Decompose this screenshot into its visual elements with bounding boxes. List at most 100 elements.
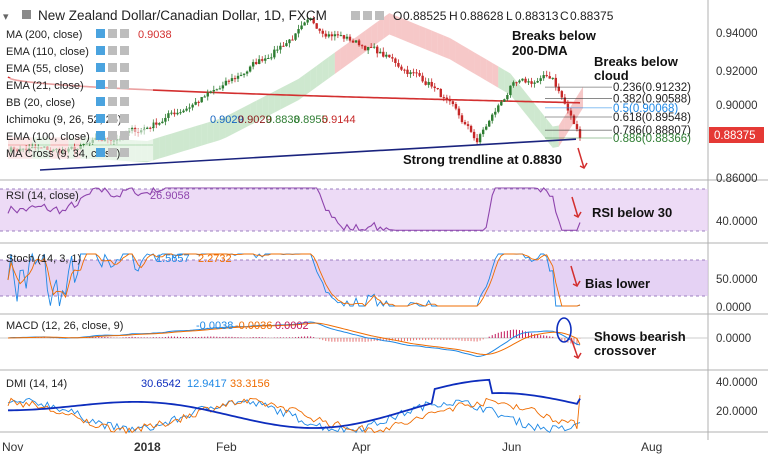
arrow-down-icon	[579, 162, 588, 169]
candle-body	[167, 113, 170, 118]
eye-icon[interactable]	[96, 114, 105, 123]
candle-body	[433, 86, 436, 89]
annotation-rsi: RSI below 30	[592, 205, 672, 220]
eye-icon[interactable]	[96, 63, 105, 72]
symbol-icon	[22, 10, 31, 19]
price-tick: 0.86000	[716, 173, 758, 185]
candle-body	[327, 34, 331, 37]
legend-label[interactable]: EMA (100, close)	[6, 131, 90, 143]
close-icon[interactable]	[120, 63, 129, 72]
eye-icon[interactable]	[96, 46, 105, 55]
cloud-segment	[558, 115, 565, 147]
cloud-segment	[570, 96, 577, 128]
settings-icon[interactable]	[108, 46, 117, 55]
candle-body	[324, 33, 327, 37]
close-icon[interactable]	[120, 131, 129, 140]
candle-body	[509, 85, 512, 95]
close-icon[interactable]	[120, 29, 129, 38]
cloud-segment	[328, 52, 335, 79]
candle-body	[548, 76, 551, 79]
candle-body	[403, 69, 406, 71]
eye-icon[interactable]	[96, 97, 105, 106]
candle-body	[560, 91, 564, 98]
cloud-segment	[365, 26, 372, 52]
cloud-segment	[498, 66, 505, 92]
legend-label[interactable]: BB (20, close)	[6, 97, 75, 109]
settings-icon[interactable]	[108, 114, 117, 123]
cloud-segment	[461, 45, 469, 70]
candle-body	[500, 101, 503, 106]
ohlc-label-l: L	[506, 9, 513, 23]
eye-icon[interactable]	[96, 148, 105, 157]
chart-frame	[0, 0, 768, 440]
legend-value: 0.9029	[238, 114, 272, 126]
cloud-segment	[504, 69, 511, 95]
legend-label[interactable]: Ichimoku (9, 26, 52, 26)	[6, 114, 122, 126]
close-icon[interactable]	[120, 114, 129, 123]
trendline	[39, 138, 577, 171]
settings-icon[interactable]	[108, 131, 117, 140]
cloud-segment	[413, 23, 420, 47]
candle-body	[424, 81, 427, 85]
cloud-segment	[564, 106, 571, 138]
annotation-breaks-cloud: Breaks below cloud	[594, 54, 681, 83]
legend-label[interactable]: EMA (110, close)	[6, 46, 89, 58]
settings-icon[interactable]	[363, 11, 372, 20]
ohlc-value-l: 0.88313	[515, 9, 559, 23]
candle-body	[224, 80, 228, 86]
settings-icon[interactable]	[108, 148, 117, 157]
settings-icon[interactable]	[108, 29, 117, 38]
candle-body	[336, 34, 340, 36]
symbol-title[interactable]: New Zealand Dollar/Canadian Dollar, 1D, …	[38, 8, 327, 23]
cloud-segment	[474, 52, 481, 78]
candle-body	[176, 112, 179, 115]
macd-label[interactable]: MACD (12, 26, close, 9)	[6, 320, 123, 332]
settings-icon[interactable]	[108, 80, 117, 89]
close-icon[interactable]	[120, 148, 129, 157]
stoch-label[interactable]: Stoch (14, 3, 1)	[6, 253, 81, 265]
cloud-segment	[377, 17, 384, 44]
close-icon[interactable]	[120, 97, 129, 106]
legend-label[interactable]: MA Cross (9, 34, close)	[6, 148, 120, 160]
candle-body	[315, 23, 318, 29]
legend-label[interactable]: MA (200, close)	[6, 29, 82, 41]
close-icon[interactable]	[120, 80, 129, 89]
eye-icon[interactable]	[96, 80, 105, 89]
settings-icon[interactable]	[108, 97, 117, 106]
candle-body	[351, 40, 355, 43]
candle-body	[436, 88, 439, 90]
stoch-tick: 0.0000	[716, 302, 751, 314]
close-icon[interactable]	[375, 11, 384, 20]
candle-body	[415, 72, 418, 74]
cloud-segment	[395, 15, 402, 40]
eye-icon[interactable]	[96, 29, 105, 38]
cloud-segment	[552, 125, 559, 148]
legend-label[interactable]: EMA (21, close)	[6, 80, 84, 92]
candle-body	[382, 51, 385, 57]
candle-body	[209, 91, 212, 93]
dmi-value-adx: 30.6542	[141, 378, 181, 390]
candle-body	[267, 57, 270, 59]
dmi-minus-line	[7, 394, 581, 435]
candle-body	[454, 104, 458, 109]
candle-body	[261, 59, 264, 61]
arrow-down-icon	[573, 211, 582, 218]
eye-icon[interactable]	[351, 11, 360, 20]
cloud-segment	[262, 94, 269, 119]
rsi-label[interactable]: RSI (14, close)	[6, 190, 79, 202]
cloud-segment	[516, 81, 523, 110]
chart-header: ▾ New Zealand Dollar/Canadian Dollar, 1D…	[3, 8, 614, 23]
settings-icon[interactable]	[108, 63, 117, 72]
legend-label[interactable]: EMA (55, close)	[6, 63, 84, 75]
candle-body	[164, 117, 167, 122]
time-tick: 2018	[134, 440, 161, 454]
annotation-breaks-dma: Breaks below 200-DMA	[512, 28, 599, 58]
candle-body	[481, 129, 485, 135]
dmi-label[interactable]: DMI (14, 14)	[6, 378, 67, 390]
collapse-icon[interactable]: ▾	[3, 11, 9, 23]
close-icon[interactable]	[120, 46, 129, 55]
header-icons[interactable]	[351, 11, 384, 20]
candle-body	[521, 78, 524, 81]
eye-icon[interactable]	[96, 131, 105, 140]
